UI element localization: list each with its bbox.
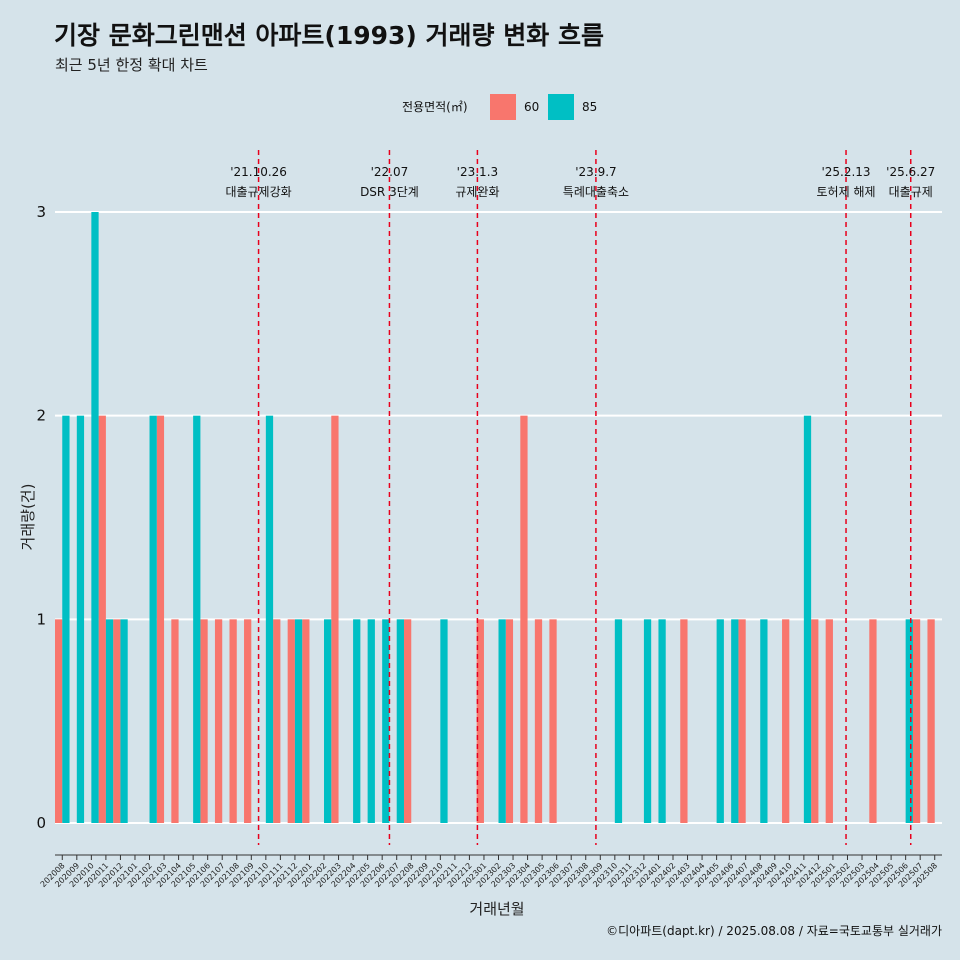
bar-60-202303 (505, 619, 514, 823)
event-label: 토허제 해제 (817, 185, 876, 199)
event-date: '22.07 (371, 165, 409, 179)
bar-60-202103 (156, 415, 165, 823)
bar-60-202012 (113, 619, 121, 823)
bar-60-202306 (549, 619, 557, 823)
x-axis-title: 거래년월 (469, 900, 524, 918)
bar-60-202109 (244, 619, 252, 823)
bar-85-202406 (731, 619, 739, 823)
bar-85-202202 (324, 619, 332, 823)
bar-60-202508 (927, 619, 935, 823)
bar-60-202111 (273, 619, 281, 823)
bar-85-202010 (91, 212, 99, 823)
bar-60-202507 (912, 619, 921, 823)
bar-60-202403 (680, 619, 688, 823)
bar-60-202108 (229, 619, 237, 823)
y-axis-title: 거래량(건) (19, 484, 37, 551)
event-label: 규제완화 (455, 185, 499, 199)
event-date: '25.6.27 (886, 165, 935, 179)
bar-85-202408 (760, 619, 768, 823)
bar-60-202107 (214, 619, 223, 823)
event-label: DSR 3단계 (360, 185, 419, 199)
bar-85-202207 (396, 619, 404, 823)
event-date: '23.9.7 (575, 165, 616, 179)
bar-60-202201 (302, 619, 310, 823)
chart-title: 기장 문화그린맨션 아파트(1993) 거래량 변화 흐름 (54, 21, 604, 50)
bar-85-202102 (149, 415, 157, 823)
bar-85-202411 (803, 415, 812, 823)
bar-60-202104 (171, 619, 179, 823)
bar-85-202401 (658, 619, 666, 823)
event-date: '21.10.26 (230, 165, 287, 179)
bar-60-202412 (811, 619, 819, 823)
bar-60-202008 (55, 619, 63, 823)
x-axis: 2020082020092020102020112020122021012021… (39, 854, 942, 889)
source-caption: ©디아파트(dapt.kr) / 2025.08.08 / 자료=국토교통부 실… (606, 924, 942, 938)
bars (55, 212, 935, 823)
y-tick-label: 2 (36, 407, 46, 425)
bar-85-202310 (614, 619, 623, 823)
bar-60-202504 (869, 619, 877, 823)
event-date: '25.2.13 (821, 165, 870, 179)
event-label: 특례대출축소 (563, 185, 629, 199)
event-date: '23.1.3 (457, 165, 498, 179)
y-axis-ticks: 0 1 2 3 (36, 203, 46, 832)
legend-label-60: 60 (524, 100, 539, 114)
bar-85-202204 (353, 619, 361, 823)
bar-85-202210 (440, 619, 448, 823)
bar-85-202009 (76, 415, 85, 823)
legend-title: 전용면적(㎡) (402, 100, 468, 114)
bar-85-202008 (62, 415, 70, 823)
bar-60-202106 (200, 619, 208, 823)
bar-60-202407 (738, 619, 746, 823)
event-label: 대출규제 (889, 185, 933, 199)
bar-60-202011 (98, 415, 106, 823)
bar-85-202110 (265, 415, 274, 823)
bar-85-202205 (367, 619, 375, 823)
legend: 전용면적(㎡) 60 85 (402, 94, 597, 120)
bar-60-202112 (287, 619, 295, 823)
bar-85-202206 (382, 619, 390, 823)
bar-85-202105 (193, 415, 201, 823)
bar-85-202312 (643, 619, 652, 823)
bar-60-202208 (403, 619, 412, 823)
event-lines: '21.10.26 대출규제강화 '22.07 DSR 3단계 '23.1.3 규제완화 '… (225, 150, 935, 845)
bar-60-202410 (782, 619, 790, 823)
bar-60-202203 (331, 415, 339, 823)
chart-subtitle: 최근 5년 한정 확대 차트 (55, 56, 208, 74)
event-label: 대출규제강화 (225, 185, 291, 199)
bar-85-202302 (498, 619, 506, 823)
y-tick-label: 1 (36, 610, 46, 628)
bar-60-202304 (520, 415, 528, 823)
y-tick-label: 0 (36, 814, 46, 832)
bar-85-202012 (120, 619, 128, 823)
bar-85-202112 (294, 619, 303, 823)
legend-label-85: 85 (582, 100, 597, 114)
bar-60-202301 (476, 619, 484, 823)
legend-swatch-60 (490, 94, 516, 120)
bar-85-202011 (105, 619, 114, 823)
bar-85-202405 (716, 619, 724, 823)
bar-60-202501 (825, 619, 833, 823)
legend-swatch-85 (548, 94, 574, 120)
bar-85-202506 (905, 619, 913, 823)
bar-60-202305 (534, 619, 543, 823)
y-tick-label: 3 (36, 203, 46, 221)
